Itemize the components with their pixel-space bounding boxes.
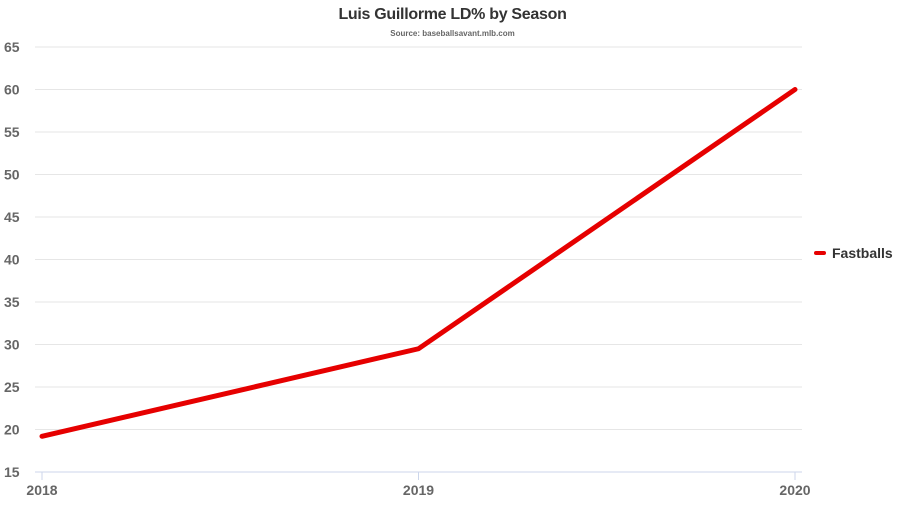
y-tick-label: 30: [4, 337, 20, 353]
y-tick-label: 55: [4, 124, 20, 140]
y-tick-label: 35: [4, 294, 20, 310]
legend[interactable]: Fastballs: [814, 245, 893, 261]
chart-subtitle: Source: baseballsavant.mlb.com: [390, 29, 515, 38]
y-tick-label: 25: [4, 379, 20, 395]
y-tick-label: 60: [4, 82, 20, 98]
y-tick-label: 45: [4, 209, 20, 225]
gridlines: [35, 46, 802, 430]
x-tick-labels: 2018 2019 2020: [26, 482, 810, 498]
y-tick-label: 20: [4, 422, 20, 438]
y-tick-label: 15: [4, 464, 20, 480]
x-tick-label: 2019: [403, 482, 434, 498]
x-tick-label: 2018: [26, 482, 57, 498]
series-line-fastballs[interactable]: [39, 87, 798, 439]
axes: [35, 471, 802, 480]
legend-label-fastballs: Fastballs: [832, 245, 893, 261]
x-tick-label: 2020: [779, 482, 810, 498]
chart-title: Luis Guillorme LD% by Season: [338, 6, 567, 23]
y-tick-label: 50: [4, 167, 20, 183]
y-tick-label: 40: [4, 252, 20, 268]
y-tick-label: 65: [4, 39, 20, 55]
y-tick-labels: 15 20 25 30 35 40 45 50 55 60 65: [4, 39, 20, 480]
legend-swatch-fastballs: [814, 251, 826, 255]
series-lines: [39, 87, 798, 439]
